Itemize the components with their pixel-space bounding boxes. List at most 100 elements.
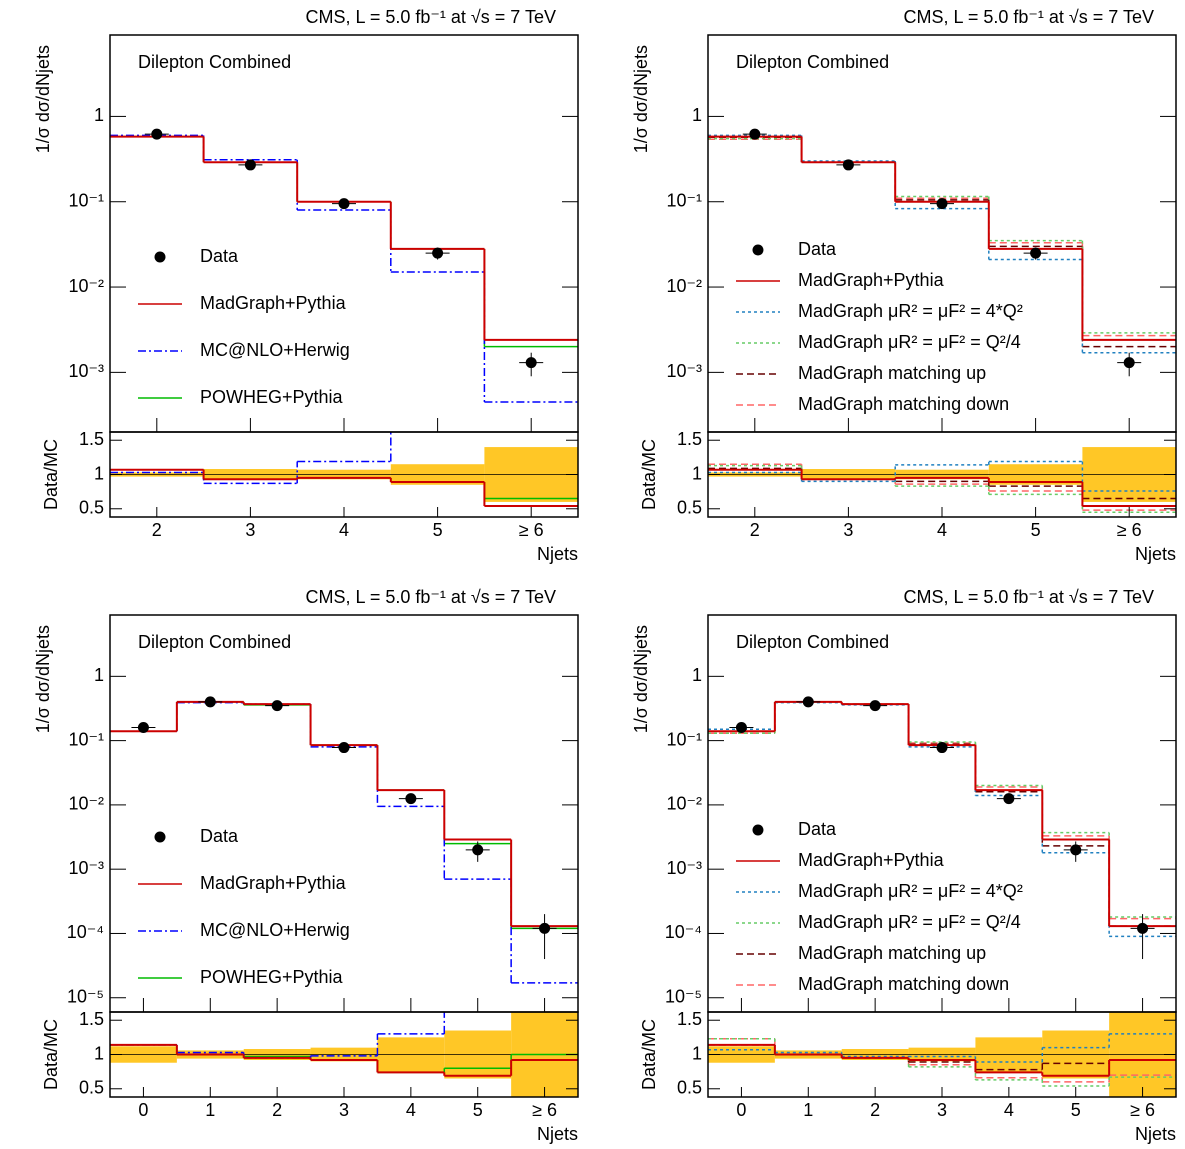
data-point <box>936 198 948 210</box>
ratio-tick-label: 1.5 <box>677 1009 702 1029</box>
y-tick-label: 10⁻¹ <box>68 729 104 749</box>
y-tick-label: 10⁻⁵ <box>67 986 104 1006</box>
ratio-tick-label: 1.5 <box>79 429 104 449</box>
y-axis-label: 1/σ dσ/dNjets <box>33 45 53 153</box>
chart-title: CMS, L = 5.0 fb⁻¹ at √s = 7 TeV <box>306 587 557 607</box>
ratio-plot <box>110 1012 578 1097</box>
plot-frame <box>109 34 579 433</box>
legend-label: MadGraph matching up <box>798 943 986 963</box>
x-tick-label: 5 <box>433 520 443 540</box>
data-point <box>405 793 417 805</box>
y-tick-label: 10⁻² <box>666 276 702 296</box>
x-tick-label: 2 <box>870 1100 880 1120</box>
data-point <box>137 721 149 733</box>
x-tick-label: 4 <box>406 1100 416 1120</box>
x-tick-label: 3 <box>245 520 255 540</box>
x-tick-label: 3 <box>843 520 853 540</box>
legend-label: MadGraph μR² = μF² = 4*Q² <box>798 881 1023 901</box>
legend-label: MadGraph μR² = μF² = Q²/4 <box>798 912 1021 932</box>
x-tick-label: 5 <box>1031 520 1041 540</box>
y-tick-label: 10⁻¹ <box>666 729 702 749</box>
legend-label: MadGraph+Pythia <box>200 293 347 313</box>
y-axis-label: 1/σ dσ/dNjets <box>631 625 651 733</box>
x-tick-label: 2 <box>272 1100 282 1120</box>
main-plot <box>110 128 578 403</box>
x-tick-label: 2 <box>750 520 760 540</box>
x-tick-label: ≥ 6 <box>532 1100 557 1120</box>
main-plot <box>708 696 1176 960</box>
x-tick-label: ≥ 6 <box>1130 1100 1155 1120</box>
x-axis-label: Njets <box>1135 1124 1176 1144</box>
x-tick-label: 3 <box>937 1100 947 1120</box>
legend-label: MadGraph+Pythia <box>200 873 347 893</box>
y-tick-label: 10⁻² <box>68 794 104 814</box>
legend-label: POWHEG+Pythia <box>200 387 344 407</box>
legend-label: MadGraph matching up <box>798 363 986 383</box>
y-tick-label: 10⁻³ <box>666 361 702 381</box>
x-tick-label: 5 <box>473 1100 483 1120</box>
y-tick-label: 10⁻¹ <box>666 190 702 210</box>
x-tick-label: 0 <box>138 1100 148 1120</box>
data-point <box>338 198 350 210</box>
y-tick-label: 10⁻³ <box>666 858 702 878</box>
ratio-axis-label: Data/MC <box>41 439 61 510</box>
legend-label: Data <box>798 819 837 839</box>
data-point <box>936 742 948 754</box>
data-point <box>1030 247 1042 259</box>
ratio-plot <box>110 432 578 508</box>
legend-label: Data <box>200 826 239 846</box>
chart-title: CMS, L = 5.0 fb⁻¹ at √s = 7 TeV <box>904 587 1155 607</box>
legend-label: MadGraph matching down <box>798 974 1009 994</box>
legend-marker <box>154 831 166 843</box>
ratio-tick-label: 0.5 <box>79 498 104 518</box>
x-tick-label: 1 <box>803 1100 813 1120</box>
ratio-axis-label: Data/MC <box>41 1019 61 1090</box>
ratio-frame <box>109 1011 579 1098</box>
data-point <box>1137 922 1149 934</box>
ratio-axis-label: Data/MC <box>639 439 659 510</box>
panel: CMS, L = 5.0 fb⁻¹ at √s = 7 TeV Dilepton … <box>33 7 579 564</box>
data-point <box>802 696 814 708</box>
x-tick-label: 4 <box>937 520 947 540</box>
legend-label: Data <box>200 246 239 266</box>
ratio-plot <box>708 1012 1176 1097</box>
data-point <box>735 721 747 733</box>
y-tick-label: 1 <box>94 105 104 125</box>
legend-label: MadGraph μR² = μF² = 4*Q² <box>798 301 1023 321</box>
x-axis-label: Njets <box>537 544 578 564</box>
x-axis-label: Njets <box>537 1124 578 1144</box>
y-tick-label: 1 <box>692 665 702 685</box>
y-tick-label: 10⁻³ <box>68 361 104 381</box>
chart-title: CMS, L = 5.0 fb⁻¹ at √s = 7 TeV <box>306 7 557 27</box>
ratio-tick-label: 1 <box>692 463 702 483</box>
legend-label: MC@NLO+Herwig <box>200 340 350 360</box>
y-tick-label: 10⁻⁴ <box>67 922 104 942</box>
y-tick-label: 10⁻⁵ <box>665 986 702 1006</box>
x-tick-label: 4 <box>1004 1100 1014 1120</box>
y-tick-label: 1 <box>94 665 104 685</box>
y-tick-label: 10⁻³ <box>68 858 104 878</box>
data-point <box>338 742 350 754</box>
legend-label: POWHEG+Pythia <box>200 967 344 987</box>
y-tick-label: 10⁻¹ <box>68 190 104 210</box>
annotation: Dilepton Combined <box>138 632 291 652</box>
x-tick-label: 1 <box>205 1100 215 1120</box>
data-point <box>869 700 881 712</box>
data-point <box>1123 357 1135 369</box>
x-axis-label: Njets <box>1135 544 1176 564</box>
data-point <box>472 844 484 856</box>
ratio-frame <box>707 431 1177 518</box>
legend-marker <box>154 251 166 263</box>
data-point <box>204 696 216 708</box>
annotation: Dilepton Combined <box>736 52 889 72</box>
data-point <box>749 128 761 140</box>
ratio-tick-label: 1 <box>94 1043 104 1063</box>
legend-label: Data <box>798 239 837 259</box>
chart-title: CMS, L = 5.0 fb⁻¹ at √s = 7 TeV <box>904 7 1155 27</box>
data-point <box>539 922 551 934</box>
x-tick-label: 4 <box>339 520 349 540</box>
x-tick-label: 2 <box>152 520 162 540</box>
y-tick-label: 10⁻² <box>666 794 702 814</box>
y-axis-label: 1/σ dσ/dNjets <box>33 625 53 733</box>
